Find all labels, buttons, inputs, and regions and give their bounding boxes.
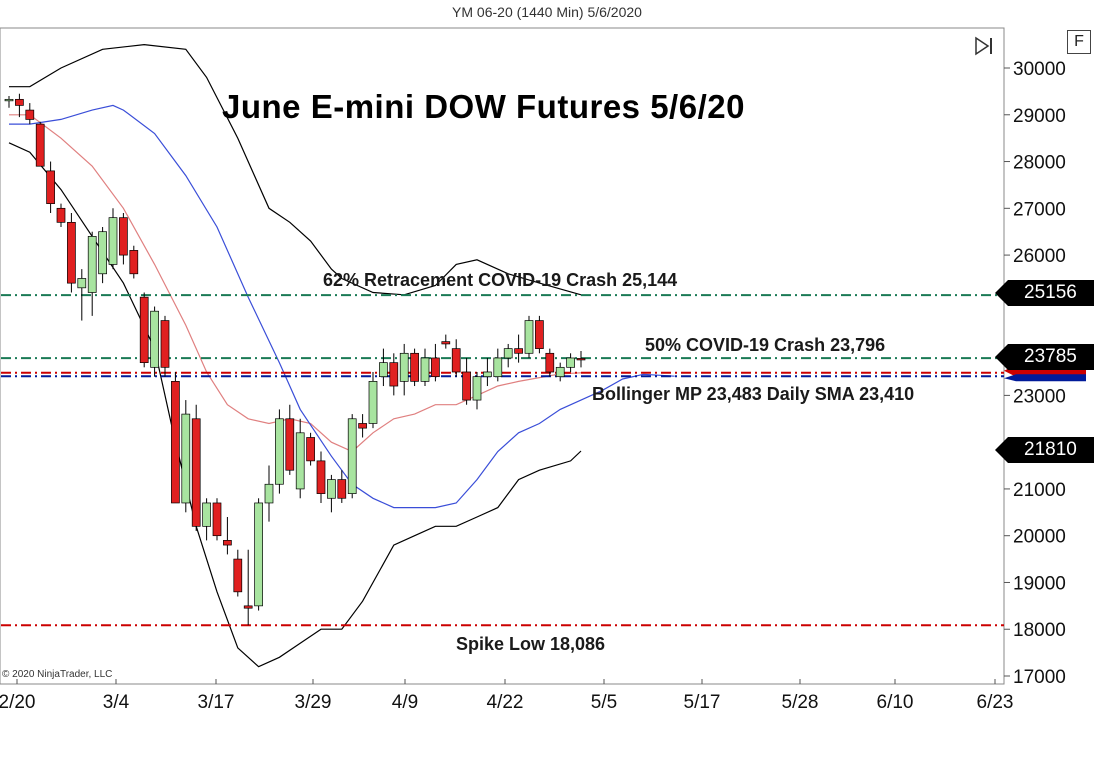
copyright-text: © 2020 NinjaTrader, LLC bbox=[2, 669, 113, 680]
y-tick-label: 30000 bbox=[1013, 59, 1066, 80]
candle-body[interactable] bbox=[337, 479, 347, 499]
annotation-50-covid-crash: 50% COVID-19 Crash 23,796 bbox=[645, 335, 886, 355]
candle-body[interactable] bbox=[535, 320, 544, 349]
candle-body[interactable] bbox=[410, 352, 419, 382]
candle-body[interactable] bbox=[368, 381, 378, 424]
candle-body[interactable] bbox=[181, 413, 191, 504]
candle-body[interactable] bbox=[431, 357, 440, 378]
candle-body[interactable] bbox=[191, 418, 201, 527]
x-tick-label: 5/17 bbox=[684, 692, 721, 713]
candle-body[interactable] bbox=[139, 296, 149, 364]
candle-body[interactable] bbox=[4, 98, 14, 102]
candle-body[interactable] bbox=[441, 341, 451, 345]
instrument-title: YM 06-20 (1440 Min) 5/6/2020 bbox=[452, 4, 642, 20]
candle-body[interactable] bbox=[347, 418, 357, 494]
x-tick-label: 5/28 bbox=[782, 692, 819, 713]
candle-body[interactable] bbox=[327, 479, 336, 499]
candle-body[interactable] bbox=[358, 423, 367, 429]
y-tick-label: 20000 bbox=[1013, 527, 1066, 548]
candle-body[interactable] bbox=[150, 310, 159, 368]
x-tick-label: 6/23 bbox=[977, 692, 1014, 713]
price-tag-25156: 25156 bbox=[995, 280, 1094, 306]
candle-body[interactable] bbox=[233, 558, 243, 593]
y-tick-label: 28000 bbox=[1013, 153, 1066, 174]
candle-body[interactable] bbox=[129, 250, 139, 275]
chart-title: June E-mini DOW Futures 5/6/20 bbox=[222, 88, 745, 125]
candle-body[interactable] bbox=[171, 381, 180, 504]
x-tick-label: 6/10 bbox=[877, 692, 914, 713]
candle-body[interactable] bbox=[566, 357, 575, 368]
candle-body[interactable] bbox=[25, 109, 35, 120]
candle-body[interactable] bbox=[295, 432, 305, 490]
candle-body[interactable] bbox=[160, 320, 170, 368]
y-tick-label: 19000 bbox=[1013, 573, 1066, 594]
candle-body[interactable] bbox=[316, 460, 326, 494]
y-tick-label: 21000 bbox=[1013, 480, 1066, 501]
daily-sma-line bbox=[9, 104, 675, 509]
candle-body[interactable] bbox=[212, 502, 222, 537]
candle-body[interactable] bbox=[46, 170, 55, 204]
price-tag-23785: 23785 bbox=[995, 344, 1094, 370]
candle-body[interactable] bbox=[264, 483, 274, 504]
bollinger-upper-band bbox=[9, 43, 582, 296]
candle-body[interactable] bbox=[87, 236, 97, 293]
candle-body[interactable] bbox=[462, 371, 471, 401]
candle-body[interactable] bbox=[77, 278, 87, 289]
candle-body[interactable] bbox=[202, 502, 211, 527]
candle-body[interactable] bbox=[379, 362, 388, 378]
candle-body[interactable] bbox=[451, 348, 461, 373]
blue-level-marker bbox=[1004, 374, 1086, 382]
candle-body[interactable] bbox=[524, 320, 534, 354]
x-tick-label: 4/9 bbox=[392, 692, 418, 713]
x-tick-label: 3/29 bbox=[295, 692, 332, 713]
annotation-spike-low: Spike Low 18,086 bbox=[456, 634, 606, 654]
candle-body[interactable] bbox=[35, 123, 45, 167]
candle-body[interactable] bbox=[67, 221, 76, 284]
candle-body[interactable] bbox=[243, 605, 253, 609]
f-button[interactable]: F bbox=[1067, 30, 1091, 54]
y-tick-label: 18000 bbox=[1013, 620, 1066, 641]
candle-body[interactable] bbox=[56, 207, 66, 223]
candle-body[interactable] bbox=[285, 418, 295, 471]
candle-body[interactable] bbox=[108, 217, 118, 265]
candle-body[interactable] bbox=[483, 371, 492, 378]
candle-body[interactable] bbox=[306, 437, 315, 462]
bollinger-middle-band bbox=[9, 114, 582, 453]
candle-body[interactable] bbox=[275, 418, 284, 485]
y-tick-label: 29000 bbox=[1013, 106, 1066, 127]
annotation-62-retracement: 62% Retracement COVID-19 Crash 25,144 bbox=[323, 270, 678, 290]
candle-body[interactable] bbox=[15, 98, 24, 106]
candle-body[interactable] bbox=[493, 357, 503, 378]
bollinger-lower-band bbox=[8, 142, 582, 668]
candle-body[interactable] bbox=[545, 352, 555, 373]
y-tick-label: 26000 bbox=[1013, 246, 1066, 267]
x-tick-label: 4/22 bbox=[487, 692, 524, 713]
candle-body[interactable] bbox=[576, 358, 586, 361]
candle-body[interactable] bbox=[399, 352, 409, 382]
x-tick-label: 3/4 bbox=[103, 692, 130, 713]
y-tick-label: 23000 bbox=[1013, 386, 1066, 407]
price-tag-21810: 21810 bbox=[995, 437, 1094, 463]
candle-body[interactable] bbox=[119, 217, 128, 256]
x-tick-label: 2/20 bbox=[0, 692, 35, 713]
x-tick-label: 5/5 bbox=[591, 692, 617, 713]
annotation-bollinger-sma: Bollinger MP 23,483 Daily SMA 23,410 bbox=[592, 384, 915, 404]
candle-body[interactable] bbox=[420, 357, 430, 382]
candle-body[interactable] bbox=[472, 376, 482, 401]
candle-body[interactable] bbox=[503, 348, 513, 359]
candle-body[interactable] bbox=[555, 366, 565, 378]
play-step-icon[interactable] bbox=[974, 36, 996, 56]
candle-body[interactable] bbox=[389, 362, 399, 387]
candle-body[interactable] bbox=[254, 502, 263, 607]
y-tick-label: 27000 bbox=[1013, 199, 1066, 220]
y-tick-label: 17000 bbox=[1013, 667, 1066, 688]
candle-body[interactable] bbox=[98, 231, 107, 275]
candle-body[interactable] bbox=[223, 540, 232, 546]
candle-body[interactable] bbox=[514, 348, 523, 354]
x-tick-label: 3/17 bbox=[198, 692, 235, 713]
